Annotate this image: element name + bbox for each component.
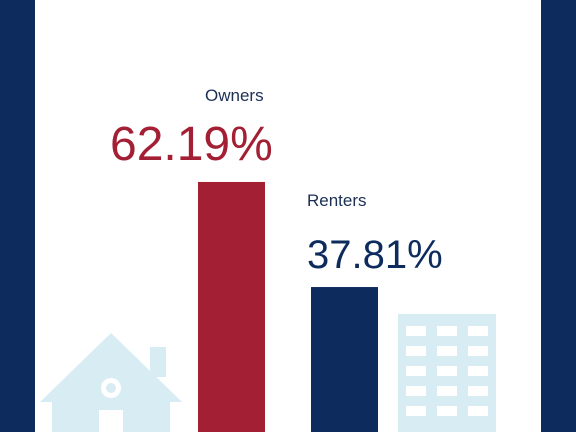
value-label: 37.81% (307, 233, 443, 277)
house-door (99, 410, 123, 432)
value-label: 62.19% (110, 118, 273, 171)
bar (198, 181, 265, 432)
building-icon (398, 314, 496, 432)
category-label: Renters (307, 191, 367, 210)
house-window-inner (106, 383, 116, 393)
category-label: Owners (205, 86, 264, 105)
bar (311, 287, 378, 432)
